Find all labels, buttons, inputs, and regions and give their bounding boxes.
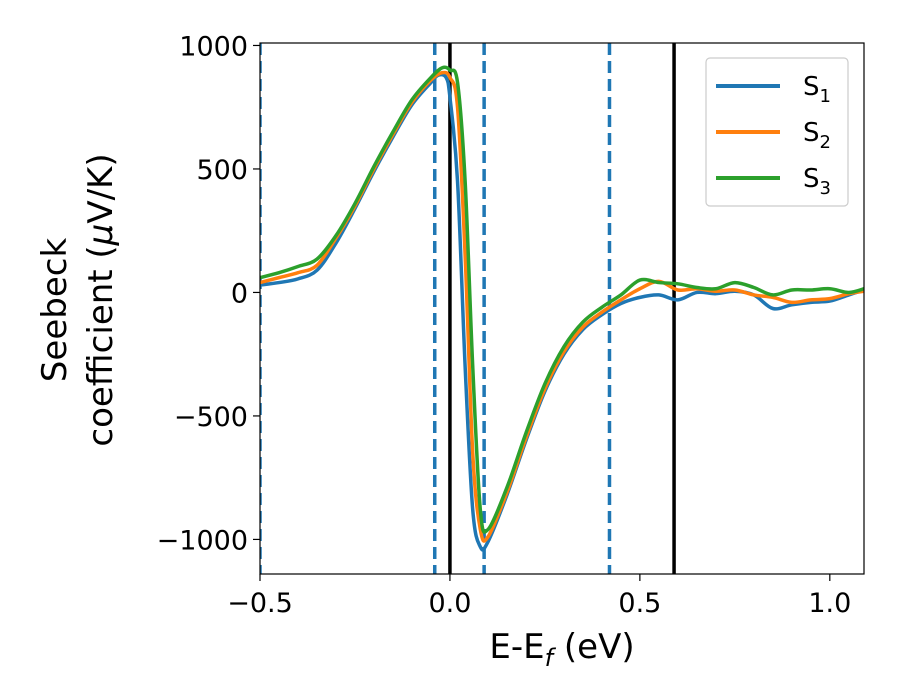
y-tick-label: −1000 bbox=[157, 525, 248, 556]
y-tick-label: 500 bbox=[196, 155, 248, 186]
series-line-s3 bbox=[260, 65, 864, 534]
y-axis-title-line2: coefficient (μV/K) bbox=[81, 153, 121, 446]
reference-lines bbox=[260, 43, 676, 574]
x-tick-label: 0.5 bbox=[618, 588, 661, 619]
y-tick-label: −500 bbox=[174, 402, 248, 433]
legend-label-s2: S2 bbox=[803, 118, 831, 153]
y-axis-title-line1: Seebeck bbox=[35, 238, 75, 383]
x-tick-label: 1.0 bbox=[808, 588, 851, 619]
x-tick-label: 0.0 bbox=[428, 588, 471, 619]
legend-label-s1: S1 bbox=[803, 72, 831, 107]
series-lines bbox=[260, 65, 864, 552]
y-axis: −1000 −500 0 500 1000 bbox=[157, 31, 260, 556]
legend-label-s3: S3 bbox=[803, 164, 831, 199]
x-axis: −0.5 0.0 0.5 1.0 bbox=[227, 574, 851, 619]
y-axis-title: Seebeck coefficient (μV/K) bbox=[35, 153, 121, 446]
legend: S1 S2 S3 bbox=[705, 57, 849, 207]
y-tick-label: 0 bbox=[231, 278, 248, 309]
plot-frame bbox=[259, 42, 865, 575]
x-tick-label: −0.5 bbox=[227, 588, 293, 619]
x-axis-title: E-Ef (eV) bbox=[489, 627, 634, 672]
y-tick-label: 1000 bbox=[179, 31, 248, 62]
